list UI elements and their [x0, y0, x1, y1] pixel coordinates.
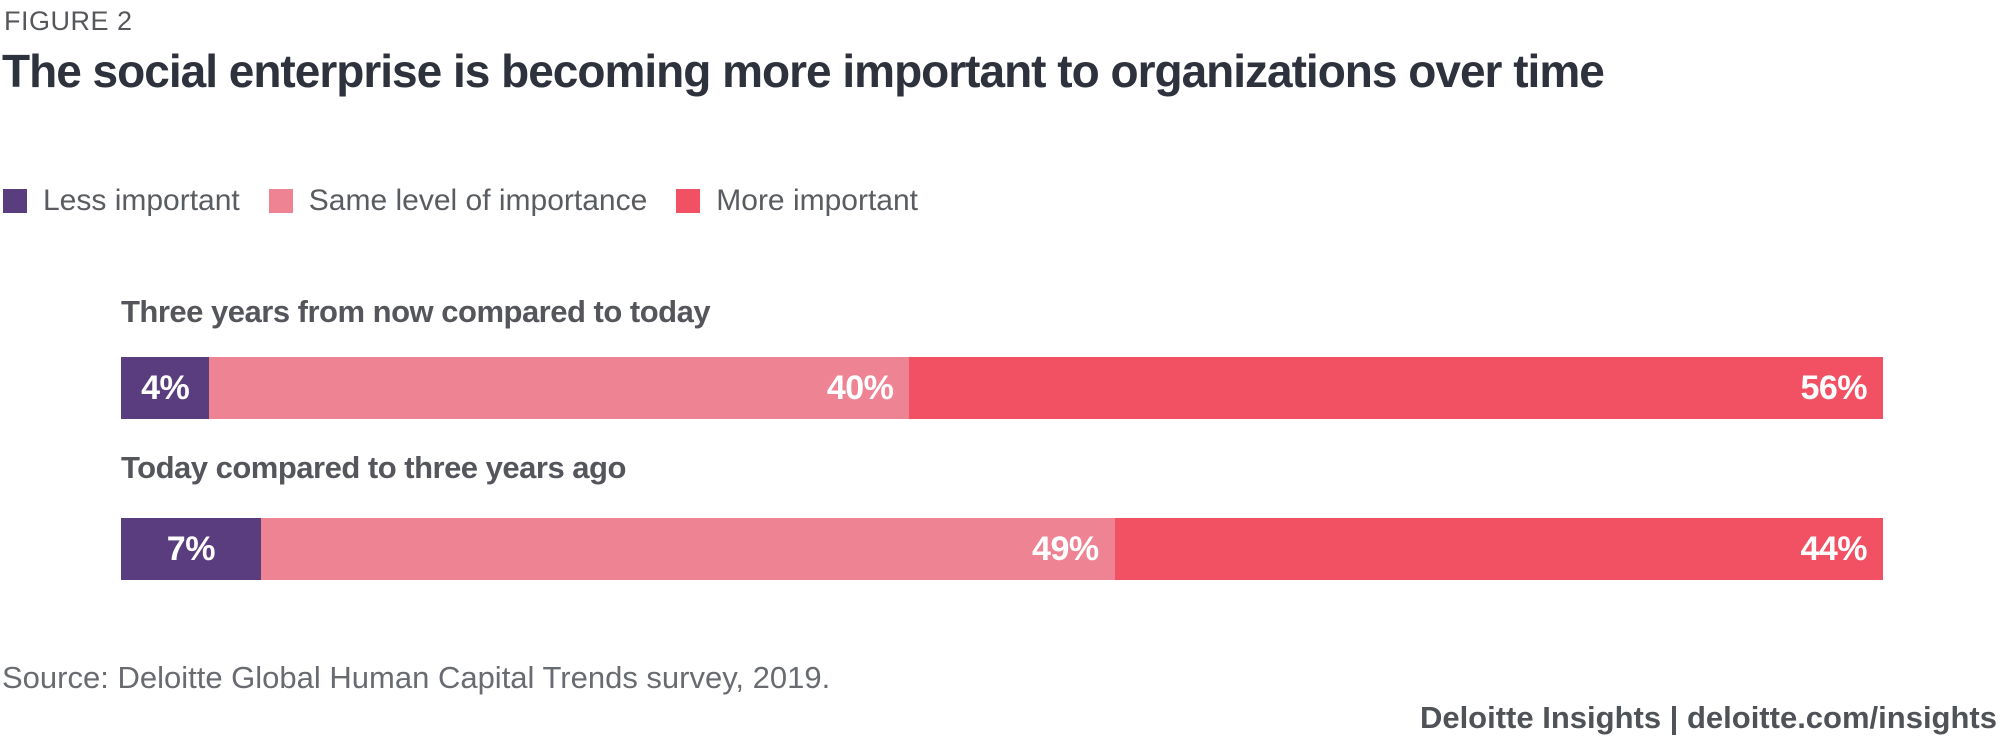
bar-segment-value: 49%: [1032, 529, 1099, 568]
bar-segment-less-important: 4%: [121, 357, 210, 419]
legend-item-more-important: More important: [676, 184, 918, 218]
legend-swatch-more-important: [676, 189, 701, 213]
bar-segment-more-important: 44%: [1114, 518, 1884, 580]
legend-item-less-important: Less important: [3, 184, 240, 218]
bar-label-three-years-from-now: Three years from now compared to today: [121, 294, 711, 329]
chart-title: The social enterprise is becoming more i…: [2, 45, 1605, 97]
legend: Less important Same level of importance …: [3, 184, 918, 218]
figure-label: FIGURE 2: [4, 6, 133, 36]
bar-segment-same-importance: 40%: [209, 357, 910, 419]
bar-segment-more-important: 56%: [909, 357, 1883, 419]
legend-swatch-same-importance: [268, 189, 293, 213]
legend-swatch-less-important: [3, 189, 27, 213]
bar-rows: Three years from now compared to today 4…: [121, 0, 1884, 755]
bar-segment-value: 40%: [826, 368, 894, 407]
bar-segment-value: 7%: [166, 529, 216, 568]
bar-segment-value: 56%: [1800, 368, 1867, 407]
legend-item-same-importance: Same level of importance: [268, 184, 648, 218]
legend-label-more-important: More important: [716, 184, 919, 217]
bar-today-vs-three-years-ago: 7% 49% 44%: [121, 518, 1884, 580]
legend-label-less-important: Less important: [43, 184, 240, 217]
bar-segment-less-important: 7%: [121, 518, 261, 580]
footer-credit: Deloitte Insights | deloitte.com/insight…: [1419, 700, 1997, 735]
legend-label-same-importance: Same level of importance: [308, 184, 648, 217]
bar-three-years-from-now: 4% 40% 56%: [121, 357, 1883, 419]
bar-segment-value: 44%: [1800, 529, 1868, 568]
bar-label-today-vs-three-years-ago: Today compared to three years ago: [121, 450, 626, 485]
bar-segment-value: 4%: [141, 368, 190, 407]
source-note: Source: Deloitte Global Human Capital Tr…: [2, 660, 831, 695]
bar-segment-same-importance: 49%: [260, 518, 1115, 580]
